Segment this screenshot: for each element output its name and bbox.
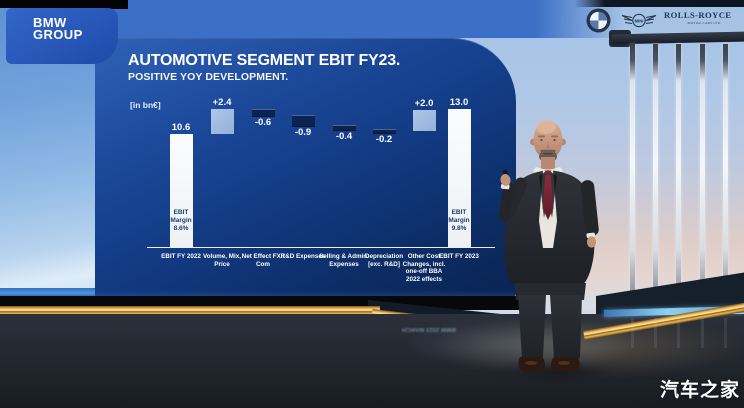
category-label: Other Cost Changes, incl. one-off BBA 20… [402, 253, 446, 284]
bar-value-label: +2.0 [414, 98, 434, 110]
presenter-shoe-shine [525, 361, 537, 365]
presenter-eye [540, 138, 543, 142]
pole-reflection-streak [676, 318, 680, 348]
category-label: EBIT FY 2023 [439, 253, 479, 260]
presenter [498, 120, 599, 372]
presenter-body [498, 120, 599, 372]
slide-title: AUTOMOTIVE SEGMENT EBIT FY23. [128, 52, 401, 69]
pole-reflection-streak [723, 318, 727, 348]
top-dark-strip [574, 0, 744, 7]
presenter-shoe [518, 357, 546, 372]
truss-pole [652, 44, 658, 308]
top-black-bar [0, 0, 128, 9]
chart-unit-label: [in bn€] [130, 100, 161, 110]
category-label: Volume, Mix, Price [202, 253, 242, 268]
bmw-roundel-icon [586, 8, 611, 33]
rolls-royce-logo-text: ROLLS-ROYCE [664, 10, 732, 20]
mini-logo-icon: MINI [621, 13, 657, 28]
presenter-mustache [540, 149, 556, 154]
floor-reflection-text: BMW 2023 MARCH [401, 326, 456, 332]
presenter-eyebrow [551, 135, 558, 138]
truss-pole [629, 44, 635, 308]
category-label: R&D Expenses [280, 253, 326, 260]
presenter-arm [580, 180, 599, 236]
brand-text-bmw: BMW [33, 15, 67, 30]
bar-value-label: 13.0 [449, 97, 469, 108]
waterfall-bar [291, 115, 315, 127]
truss-pole [722, 44, 728, 308]
presenter-leg [518, 295, 546, 358]
bar-value-label: +2.4 [212, 97, 232, 108]
floor-warm-highlight [430, 316, 744, 378]
waterfall-bar [412, 110, 436, 132]
truss-pole [699, 44, 705, 308]
presentation-slide: AUTOMOTIVE SEGMENT EBIT FY23. POSITIVE Y… [95, 38, 516, 301]
left-screen-bottom-glow [0, 288, 133, 298]
waterfall-bar [169, 134, 193, 247]
presenter-eye [553, 138, 556, 142]
presenter-shoe [550, 357, 580, 372]
category-label: Selling & Admin. Expenses [319, 253, 369, 268]
presenter-hand [586, 236, 597, 248]
chart-baseline [147, 247, 495, 249]
waterfall-bar [372, 129, 396, 134]
waterfall-bar [210, 109, 234, 135]
bar-value-label: -0.6 [254, 117, 272, 129]
mini-logo-text: MINI [635, 19, 644, 24]
presenter-cuff [586, 232, 596, 239]
pole-reflection-streak [653, 318, 657, 348]
presenter-eyebrow [538, 135, 545, 138]
stage-gold-lightstrip-left [0, 306, 380, 316]
watermark-text: 汽车之家 [659, 380, 740, 401]
presenter-tie [542, 175, 554, 220]
presenter-leg [550, 295, 582, 358]
presenter-hand [500, 174, 511, 186]
waterfall-bar [447, 109, 471, 247]
ebit-margin-annotation: EBIT Margin 8.6% [170, 209, 192, 233]
category-label: EBIT FY 2022 [161, 253, 201, 260]
presenter-forearm [498, 182, 514, 222]
waterfall-bar [251, 109, 275, 118]
bar-value-label: 10.6 [171, 122, 191, 134]
bmw-group-panel: BMW GROUP [6, 8, 118, 64]
category-label: Depreciation [exc. R&D] [364, 253, 404, 268]
category-label: Net Effect FX / Com [241, 253, 285, 268]
ebit-margin-annotation: EBIT Margin 9.8% [448, 209, 470, 233]
bar-value-label: -0.2 [375, 133, 393, 145]
bar-value-label: -0.9 [294, 126, 312, 138]
presenter-tie-knot [544, 170, 552, 177]
pole-reflection-streak [630, 318, 634, 348]
waterfall-bar [332, 124, 356, 132]
truss-pole [675, 44, 681, 308]
presenter-nose [546, 141, 550, 149]
presenter-bald-crown [536, 120, 556, 134]
bar-value-label: -0.4 [335, 131, 353, 143]
brand-text-group: GROUP [33, 27, 83, 42]
presenter-shoe-shine [558, 361, 570, 365]
pole-reflection-streak [700, 318, 704, 348]
presenter-neck [541, 157, 555, 169]
slide-subtitle: POSITIVE YOY DEVELOPMENT. [128, 71, 289, 83]
rolls-royce-logo-subtext: MOTOR CARS LTD [687, 21, 721, 25]
